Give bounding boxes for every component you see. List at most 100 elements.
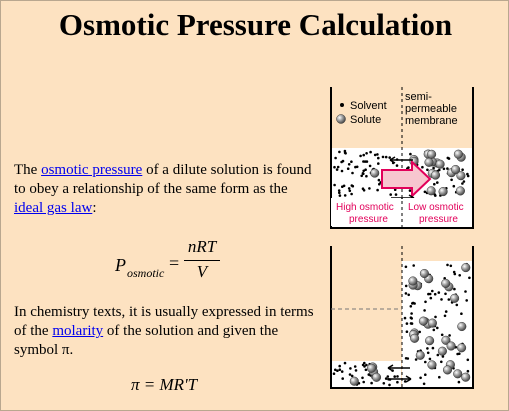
solvent-particle [335,168,339,171]
solute-particle [424,157,434,167]
molarity-link[interactable]: molarity [52,323,104,339]
solvent-particle [367,373,371,376]
solvent-particle [404,284,408,288]
solute-particle [435,159,445,169]
solvent-particle [348,189,352,193]
solvent-particle [396,375,399,378]
solvent-particle [421,165,424,169]
solute-particle [441,278,451,288]
solvent-particle [384,155,388,159]
solute-particle [455,186,465,196]
denominator: V [196,262,208,281]
solute-particle [453,369,463,379]
solvent-particle [455,303,459,307]
solvent-particle [457,380,461,384]
solvent-particle [363,361,366,365]
solvent-particle [393,375,397,378]
solvent-legend-dot [340,103,344,107]
solvent-particle [446,167,449,170]
solvent-particle [429,296,433,300]
solute-particle [451,164,461,175]
solvent-particle [378,182,381,186]
osmotic-pressure-link[interactable]: osmotic pressure [41,162,143,178]
solvent-particle [394,193,398,196]
solvent-particle [422,382,426,386]
solvent-particle [354,369,358,372]
solute-particle [446,341,456,351]
solute-particle [370,168,380,178]
solvent-particle [418,330,422,334]
solvent-particle [337,189,341,192]
solvent-particle [364,168,367,171]
solvent-particle [444,310,448,313]
solvent-particle [434,194,437,197]
solvent-particle [377,162,380,165]
solvent-particle [393,188,397,191]
solvent-particle [384,377,388,380]
solvent-particle [363,160,367,163]
solvent-particle [370,381,373,385]
solvent-particle [410,312,413,315]
solute-particle [453,149,463,159]
bottom-beaker-particles [332,262,471,387]
text: of a dilute solution is found to obey a … [14,162,312,197]
solvent-particle [341,377,345,380]
solvent-particle [347,163,351,166]
solvent-particle [389,193,393,196]
small-arrow-head-icon [405,375,412,383]
solvent-particle [368,187,371,190]
ideal-gas-law-link[interactable]: ideal gas law [14,200,93,216]
molarity-paragraph: In chemistry texts, it is usually expres… [14,303,314,360]
solute-particle [410,333,420,343]
solvent-particle [343,194,347,197]
solvent-particle [365,174,368,178]
solvent-particle [377,156,380,160]
solvent-particle [440,298,443,301]
solvent-particle [363,365,366,368]
solvent-particle [338,150,341,154]
solvent-particle [334,368,337,372]
top-beaker-wall [330,87,474,229]
text: : [92,200,97,216]
solvent-particle [453,287,456,291]
solvent-particle [338,191,341,194]
solute-particle [427,149,437,159]
solvent-particle [465,299,469,302]
solvent-particle [409,152,412,156]
solvent-particle [408,189,412,192]
solvent-particle [409,305,413,308]
top-beaker-particles [333,149,470,197]
bottom-beaker-wall [330,246,474,389]
equation-subscript: osmotic [127,266,165,280]
solute-particle [427,360,437,370]
solvent-particle [341,159,345,163]
solvent-particle [395,164,399,167]
solvent-particle [427,292,430,296]
membrane-label-1: semi- [405,91,432,103]
solvent-particle [350,184,354,187]
solvent-particle [436,326,439,330]
molarity-equation: π = MR'T [131,375,198,394]
solute-particle [408,276,418,286]
solvent-particle [464,290,467,293]
solvent-particle [405,330,409,334]
solvent-particle [386,375,390,378]
solvent-particle [462,180,466,183]
solvent-particle [433,182,436,186]
solvent-particle [382,382,386,385]
solute-particle [371,372,382,382]
solvent-particle [349,367,352,370]
solute-particle [437,346,447,356]
solvent-particle [338,364,342,368]
solute-legend-label: Solute [350,114,381,126]
solvent-particle [409,316,413,320]
solvent-particle [350,192,353,196]
solvent-particle [347,187,351,190]
solvent-particle [431,346,435,350]
solute-particle [427,318,437,328]
solvent-particle [360,174,364,178]
solvent-particle [432,166,435,170]
solvent-particle [447,298,451,301]
solvent-particle [381,155,385,159]
solute-particle [349,376,359,386]
